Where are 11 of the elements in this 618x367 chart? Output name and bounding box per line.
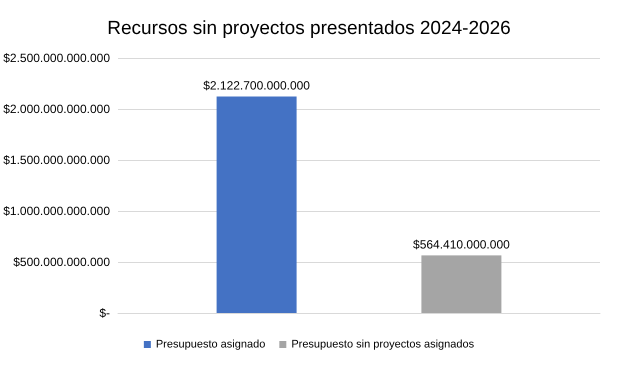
- y-tick-label: $2.000.000.000.000: [3, 102, 110, 116]
- legend-label: Presupuesto asignado: [156, 338, 266, 350]
- y-tick-label: $1.500.000.000.000: [3, 153, 110, 167]
- chart-title: Recursos sin proyectos presentados 2024-2026: [107, 18, 511, 39]
- y-tick-label: $-: [99, 306, 110, 320]
- y-tick-label: $1.000.000.000.000: [3, 204, 110, 218]
- data-label: $2.122.700.000.000: [203, 78, 310, 92]
- y-tick-label: $500.000.000.000: [13, 255, 110, 269]
- legend-label: Presupuesto sin proyectos asignados: [291, 338, 475, 350]
- data-label: $564.410.000.000: [413, 237, 510, 252]
- y-tick-label: $2.500.000.000.000: [3, 51, 110, 65]
